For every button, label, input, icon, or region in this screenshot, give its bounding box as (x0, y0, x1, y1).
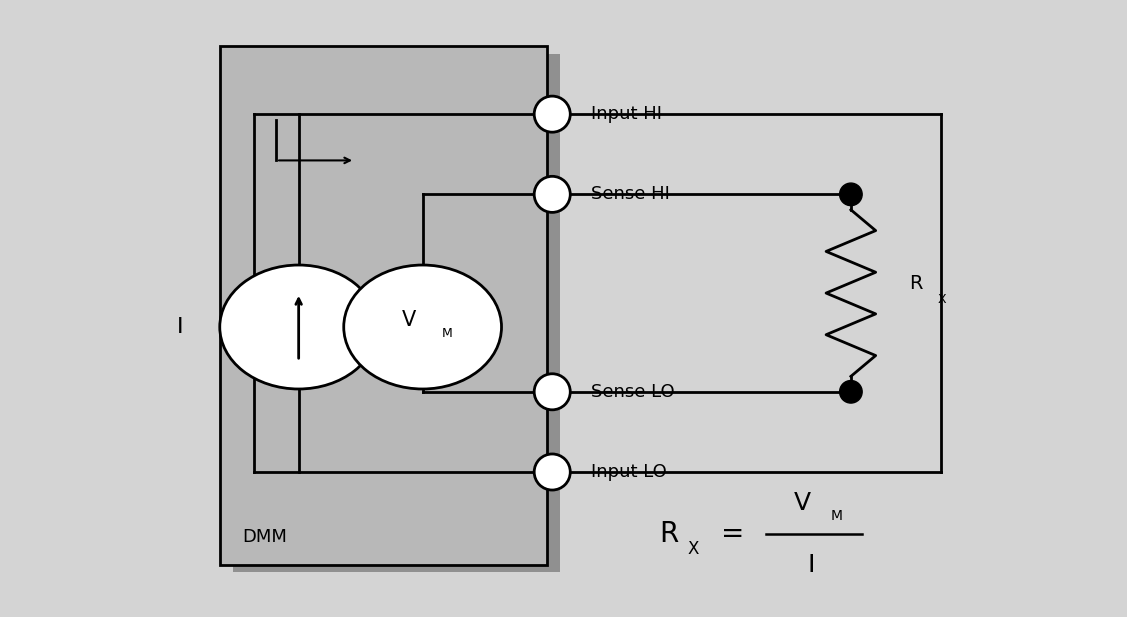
Text: DMM: DMM (242, 528, 287, 546)
Ellipse shape (220, 265, 378, 389)
Text: M: M (831, 510, 842, 523)
Text: R: R (659, 520, 678, 548)
FancyBboxPatch shape (220, 46, 547, 565)
Text: V: V (402, 310, 416, 329)
Ellipse shape (534, 176, 570, 212)
Text: X: X (687, 540, 699, 558)
Text: V: V (793, 491, 811, 515)
FancyBboxPatch shape (233, 54, 560, 572)
Text: Input LO: Input LO (591, 463, 666, 481)
Ellipse shape (840, 183, 862, 205)
Text: Sense HI: Sense HI (591, 185, 669, 204)
Ellipse shape (534, 96, 570, 132)
Text: I: I (808, 553, 815, 576)
Ellipse shape (534, 374, 570, 410)
Text: Input HI: Input HI (591, 105, 662, 123)
Text: X: X (938, 292, 947, 306)
Text: R: R (909, 275, 923, 293)
Ellipse shape (344, 265, 502, 389)
Ellipse shape (840, 381, 862, 403)
Text: Sense LO: Sense LO (591, 383, 674, 401)
Text: I: I (177, 317, 184, 337)
Text: =: = (721, 520, 745, 548)
Ellipse shape (534, 454, 570, 490)
Text: M: M (442, 326, 453, 340)
